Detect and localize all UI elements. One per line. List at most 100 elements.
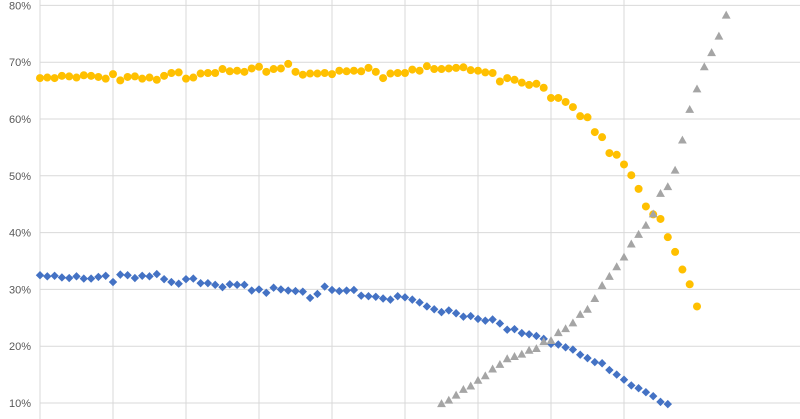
data-point-diamond bbox=[145, 272, 154, 281]
data-point-diamond bbox=[357, 291, 366, 300]
data-point-circle bbox=[182, 74, 190, 83]
data-point-triangle bbox=[495, 359, 505, 368]
data-point-triangle bbox=[699, 62, 709, 71]
data-point-circle bbox=[262, 67, 271, 76]
data-point-circle bbox=[335, 66, 344, 75]
data-point-triangle bbox=[648, 209, 658, 218]
data-point-diamond bbox=[174, 279, 183, 288]
data-point-circle bbox=[94, 72, 103, 81]
data-point-triangle bbox=[553, 328, 563, 337]
data-point-triangle bbox=[437, 399, 446, 408]
data-point-diamond bbox=[79, 274, 88, 283]
data-point-circle bbox=[634, 184, 643, 193]
data-point-diamond bbox=[305, 293, 315, 303]
data-point-diamond bbox=[101, 271, 110, 280]
data-point-circle bbox=[43, 73, 52, 82]
data-point-diamond bbox=[181, 274, 191, 284]
data-point-diamond bbox=[313, 289, 322, 299]
data-point-diamond bbox=[554, 340, 563, 349]
data-point-diamond bbox=[517, 328, 526, 338]
y-tick-label: 50% bbox=[9, 171, 31, 183]
data-point-diamond bbox=[378, 294, 388, 303]
data-point-circle bbox=[203, 68, 212, 77]
data-point-diamond bbox=[576, 350, 585, 359]
data-point-circle bbox=[328, 70, 336, 79]
data-point-circle bbox=[284, 59, 293, 68]
data-point-circle bbox=[152, 75, 161, 84]
data-point-diamond bbox=[65, 273, 74, 283]
data-point-circle bbox=[101, 74, 110, 83]
data-point-circle bbox=[116, 76, 125, 85]
data-point-circle bbox=[481, 68, 490, 77]
data-point-triangle bbox=[597, 281, 607, 289]
data-point-circle bbox=[510, 75, 519, 84]
gridlines bbox=[39, 0, 800, 419]
data-point-triangle bbox=[626, 239, 636, 248]
y-tick-label: 80% bbox=[9, 0, 31, 12]
data-point-circle bbox=[641, 202, 650, 211]
data-point-circle bbox=[57, 71, 66, 80]
data-point-triangle bbox=[480, 371, 490, 380]
data-point-circle bbox=[437, 65, 446, 74]
data-point-circle bbox=[123, 72, 132, 81]
data-point-circle bbox=[444, 64, 453, 73]
data-point-circle bbox=[313, 69, 322, 78]
y-tick-label: 30% bbox=[9, 284, 31, 296]
data-point-triangle bbox=[502, 354, 512, 363]
data-point-circle bbox=[430, 65, 439, 74]
data-point-diamond bbox=[612, 370, 621, 379]
data-point-circle bbox=[590, 128, 599, 137]
data-point-diamond bbox=[232, 280, 242, 290]
data-point-diamond bbox=[408, 295, 417, 304]
series-1 bbox=[36, 59, 701, 311]
y-tick-label: 70% bbox=[9, 57, 31, 69]
data-point-circle bbox=[495, 77, 504, 86]
data-point-diamond bbox=[393, 292, 402, 301]
data-point-circle bbox=[255, 62, 263, 71]
data-point-diamond bbox=[656, 397, 665, 407]
data-point-diamond bbox=[247, 286, 256, 295]
data-point-circle bbox=[379, 74, 388, 83]
data-point-diamond bbox=[590, 357, 599, 367]
data-point-diamond bbox=[262, 288, 271, 298]
data-point-circle bbox=[627, 171, 636, 180]
data-point-circle bbox=[583, 113, 592, 122]
series-2 bbox=[35, 269, 672, 409]
data-point-triangle bbox=[670, 165, 680, 174]
data-point-diamond bbox=[473, 314, 483, 324]
data-point-circle bbox=[36, 74, 44, 83]
data-point-triangle bbox=[656, 189, 665, 197]
data-point-triangle bbox=[473, 375, 483, 384]
data-point-triangle bbox=[612, 262, 622, 271]
data-point-diamond bbox=[627, 381, 636, 390]
data-point-circle bbox=[306, 69, 315, 78]
data-point-circle bbox=[386, 69, 395, 78]
data-point-circle bbox=[503, 74, 512, 83]
data-point-diamond bbox=[619, 375, 629, 384]
data-point-circle bbox=[474, 66, 482, 75]
data-point-circle bbox=[225, 67, 234, 76]
data-point-diamond bbox=[138, 271, 147, 280]
y-axis-tick-labels: 10% 20% 30% 40% 50% 60% 70% 80% bbox=[9, 0, 31, 410]
data-point-circle bbox=[145, 73, 154, 82]
y-tick-label: 20% bbox=[9, 341, 31, 353]
data-point-diamond bbox=[400, 293, 410, 302]
data-point-circle bbox=[349, 66, 358, 75]
data-point-circle bbox=[72, 73, 81, 82]
data-point-circle bbox=[568, 103, 577, 112]
data-point-diamond bbox=[108, 277, 118, 287]
data-point-diamond bbox=[196, 278, 205, 288]
data-point-diamond bbox=[510, 324, 519, 334]
data-point-circle bbox=[488, 68, 497, 77]
data-point-circle bbox=[671, 247, 680, 256]
data-point-circle bbox=[276, 64, 285, 73]
data-point-diamond bbox=[327, 285, 337, 295]
y-tick-label: 60% bbox=[9, 114, 31, 126]
data-point-triangle bbox=[459, 384, 468, 393]
y-tick-label: 10% bbox=[9, 398, 31, 410]
data-point-circle bbox=[65, 72, 74, 81]
data-point-circle bbox=[452, 63, 461, 72]
data-point-circle bbox=[233, 66, 242, 75]
data-point-diamond bbox=[597, 359, 607, 368]
data-point-diamond bbox=[415, 298, 424, 307]
